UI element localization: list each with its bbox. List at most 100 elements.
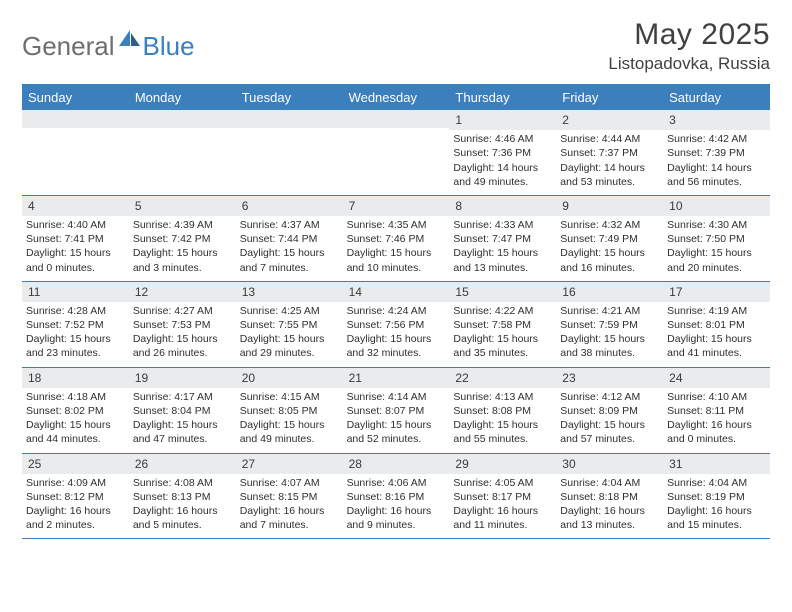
daylight-text: Daylight: 15 hours and 35 minutes. (453, 332, 552, 360)
calendar-day: 18Sunrise: 4:18 AMSunset: 8:02 PMDayligh… (22, 368, 129, 453)
sunset-text: Sunset: 7:59 PM (560, 318, 659, 332)
page-header: General Blue May 2025 Listopadovka, Russ… (22, 18, 770, 74)
day-number: 2 (556, 110, 663, 130)
daylight-text: Daylight: 16 hours and 13 minutes. (560, 504, 659, 532)
sunset-text: Sunset: 7:36 PM (453, 146, 552, 160)
daylight-text: Daylight: 16 hours and 5 minutes. (133, 504, 232, 532)
day-number: 9 (556, 196, 663, 216)
sunrise-text: Sunrise: 4:27 AM (133, 304, 232, 318)
weekday-header: Saturday (663, 86, 770, 110)
sunrise-text: Sunrise: 4:06 AM (347, 476, 446, 490)
daylight-text: Daylight: 15 hours and 32 minutes. (347, 332, 446, 360)
weeks-container: 1Sunrise: 4:46 AMSunset: 7:36 PMDaylight… (22, 110, 770, 539)
sunrise-text: Sunrise: 4:05 AM (453, 476, 552, 490)
sunrise-text: Sunrise: 4:32 AM (560, 218, 659, 232)
calendar-day: 1Sunrise: 4:46 AMSunset: 7:36 PMDaylight… (449, 110, 556, 195)
sunrise-text: Sunrise: 4:04 AM (667, 476, 766, 490)
calendar-day (129, 110, 236, 195)
daylight-text: Daylight: 15 hours and 26 minutes. (133, 332, 232, 360)
day-number: 27 (236, 454, 343, 474)
weekday-header: Tuesday (236, 86, 343, 110)
day-number: 30 (556, 454, 663, 474)
day-number: 4 (22, 196, 129, 216)
calendar-day: 30Sunrise: 4:04 AMSunset: 8:18 PMDayligh… (556, 454, 663, 539)
daylight-text: Daylight: 15 hours and 7 minutes. (240, 246, 339, 274)
calendar-day: 5Sunrise: 4:39 AMSunset: 7:42 PMDaylight… (129, 196, 236, 281)
day-number: 8 (449, 196, 556, 216)
calendar-page: General Blue May 2025 Listopadovka, Russ… (0, 0, 792, 559)
sunset-text: Sunset: 7:53 PM (133, 318, 232, 332)
brand-word2: Blue (143, 31, 195, 62)
calendar-day: 9Sunrise: 4:32 AMSunset: 7:49 PMDaylight… (556, 196, 663, 281)
day-number: 25 (22, 454, 129, 474)
title-block: May 2025 Listopadovka, Russia (608, 18, 770, 74)
sunrise-text: Sunrise: 4:15 AM (240, 390, 339, 404)
sunset-text: Sunset: 7:42 PM (133, 232, 232, 246)
day-number: 11 (22, 282, 129, 302)
sunset-text: Sunset: 8:08 PM (453, 404, 552, 418)
weekday-header: Wednesday (343, 86, 450, 110)
day-number: 15 (449, 282, 556, 302)
sunset-text: Sunset: 8:16 PM (347, 490, 446, 504)
daylight-text: Daylight: 16 hours and 9 minutes. (347, 504, 446, 532)
calendar-day: 31Sunrise: 4:04 AMSunset: 8:19 PMDayligh… (663, 454, 770, 539)
sunset-text: Sunset: 8:17 PM (453, 490, 552, 504)
daylight-text: Daylight: 15 hours and 10 minutes. (347, 246, 446, 274)
calendar-day: 20Sunrise: 4:15 AMSunset: 8:05 PMDayligh… (236, 368, 343, 453)
calendar-day (236, 110, 343, 195)
day-number: 3 (663, 110, 770, 130)
calendar-day: 6Sunrise: 4:37 AMSunset: 7:44 PMDaylight… (236, 196, 343, 281)
calendar-day: 27Sunrise: 4:07 AMSunset: 8:15 PMDayligh… (236, 454, 343, 539)
calendar-day: 17Sunrise: 4:19 AMSunset: 8:01 PMDayligh… (663, 282, 770, 367)
day-number (343, 110, 450, 128)
day-number: 18 (22, 368, 129, 388)
weekday-header: Friday (556, 86, 663, 110)
sunset-text: Sunset: 7:37 PM (560, 146, 659, 160)
sunset-text: Sunset: 7:56 PM (347, 318, 446, 332)
sunrise-text: Sunrise: 4:07 AM (240, 476, 339, 490)
day-number: 17 (663, 282, 770, 302)
day-number: 6 (236, 196, 343, 216)
daylight-text: Daylight: 15 hours and 23 minutes. (26, 332, 125, 360)
calendar-day: 29Sunrise: 4:05 AMSunset: 8:17 PMDayligh… (449, 454, 556, 539)
day-number: 5 (129, 196, 236, 216)
brand-logo: General Blue (22, 18, 195, 69)
day-number: 29 (449, 454, 556, 474)
calendar-day: 14Sunrise: 4:24 AMSunset: 7:56 PMDayligh… (343, 282, 450, 367)
day-number (236, 110, 343, 128)
weekday-header: Monday (129, 86, 236, 110)
day-number: 26 (129, 454, 236, 474)
calendar-week: 11Sunrise: 4:28 AMSunset: 7:52 PMDayligh… (22, 282, 770, 368)
sunrise-text: Sunrise: 4:44 AM (560, 132, 659, 146)
sunset-text: Sunset: 7:50 PM (667, 232, 766, 246)
sunset-text: Sunset: 8:12 PM (26, 490, 125, 504)
calendar-week: 18Sunrise: 4:18 AMSunset: 8:02 PMDayligh… (22, 368, 770, 454)
day-number: 24 (663, 368, 770, 388)
calendar-week: 4Sunrise: 4:40 AMSunset: 7:41 PMDaylight… (22, 196, 770, 282)
calendar-day: 4Sunrise: 4:40 AMSunset: 7:41 PMDaylight… (22, 196, 129, 281)
daylight-text: Daylight: 15 hours and 29 minutes. (240, 332, 339, 360)
sunset-text: Sunset: 8:18 PM (560, 490, 659, 504)
day-number: 22 (449, 368, 556, 388)
sunset-text: Sunset: 8:09 PM (560, 404, 659, 418)
sunset-text: Sunset: 8:15 PM (240, 490, 339, 504)
sunset-text: Sunset: 7:47 PM (453, 232, 552, 246)
location-label: Listopadovka, Russia (608, 54, 770, 74)
daylight-text: Daylight: 15 hours and 49 minutes. (240, 418, 339, 446)
calendar-day: 23Sunrise: 4:12 AMSunset: 8:09 PMDayligh… (556, 368, 663, 453)
day-number: 31 (663, 454, 770, 474)
daylight-text: Daylight: 15 hours and 52 minutes. (347, 418, 446, 446)
weekday-header: Sunday (22, 86, 129, 110)
sunrise-text: Sunrise: 4:28 AM (26, 304, 125, 318)
daylight-text: Daylight: 15 hours and 44 minutes. (26, 418, 125, 446)
sunset-text: Sunset: 8:13 PM (133, 490, 232, 504)
day-number: 10 (663, 196, 770, 216)
calendar-day: 28Sunrise: 4:06 AMSunset: 8:16 PMDayligh… (343, 454, 450, 539)
calendar-day: 12Sunrise: 4:27 AMSunset: 7:53 PMDayligh… (129, 282, 236, 367)
daylight-text: Daylight: 14 hours and 53 minutes. (560, 161, 659, 189)
sunset-text: Sunset: 8:11 PM (667, 404, 766, 418)
daylight-text: Daylight: 14 hours and 49 minutes. (453, 161, 552, 189)
calendar-day: 25Sunrise: 4:09 AMSunset: 8:12 PMDayligh… (22, 454, 129, 539)
sunrise-text: Sunrise: 4:42 AM (667, 132, 766, 146)
daylight-text: Daylight: 16 hours and 0 minutes. (667, 418, 766, 446)
